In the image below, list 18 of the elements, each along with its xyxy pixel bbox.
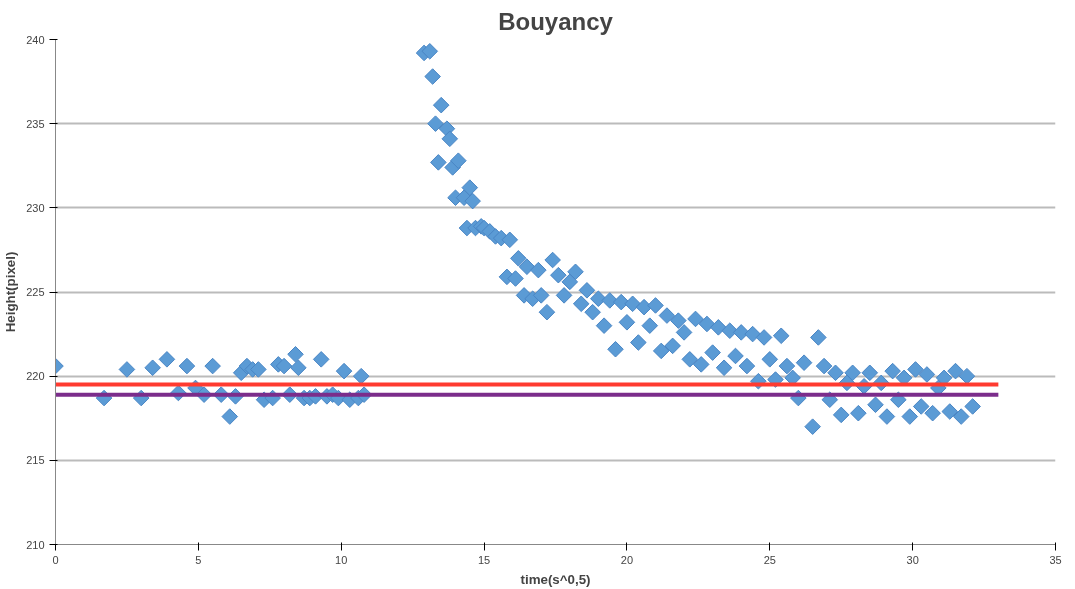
- x-tick-label: 15: [477, 553, 491, 566]
- x-tick-label: 30: [906, 553, 919, 566]
- y-tick-label: 235: [26, 117, 45, 130]
- y-tick-label: 215: [26, 454, 45, 467]
- y-tick-label: 225: [26, 286, 45, 298]
- x-axis-title: time(s^0,5): [520, 571, 591, 587]
- x-tick-label: 0: [52, 553, 59, 566]
- x-tick-label: 20: [620, 553, 634, 566]
- x-tick-label: 5: [195, 553, 202, 566]
- x-tick-label: 25: [763, 553, 776, 566]
- y-tick-label: 220: [26, 370, 45, 383]
- chart-title: Bouyancy: [498, 7, 614, 35]
- y-axis-title: Height(pixel): [3, 251, 19, 333]
- y-tick-label: 240: [26, 33, 45, 46]
- x-tick-label: 35: [1049, 553, 1062, 566]
- x-tick-label: 10: [335, 553, 348, 566]
- y-tick-label: 230: [26, 201, 45, 214]
- y-tick-label: 210: [26, 538, 45, 551]
